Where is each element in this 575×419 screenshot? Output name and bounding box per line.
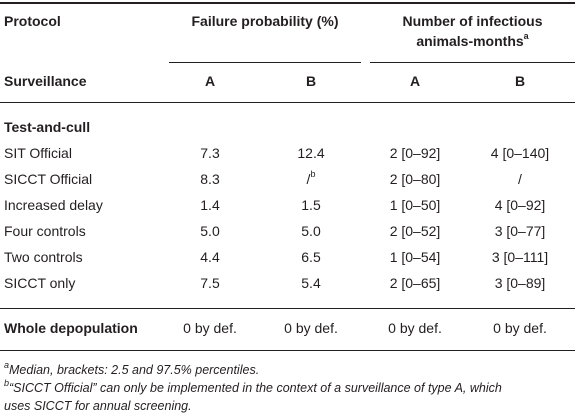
cell-inf-b: 4 [0–140]: [490, 145, 550, 161]
row-label: Increased delay: [4, 197, 103, 213]
top-rule: [0, 2, 575, 4]
cell-fp-b: 5.0: [301, 223, 321, 239]
cell-inf-b: /: [518, 171, 522, 187]
cell-inf-a: 2 [0–52]: [389, 223, 441, 239]
row-label: Whole depopulation: [4, 320, 138, 336]
failure-probability-underline: [169, 62, 361, 63]
section-title: Test-and-cull: [4, 119, 91, 135]
infectious-underline: [370, 62, 575, 63]
footnote-a-mark: a: [4, 359, 10, 370]
footnote-b-mark: b: [4, 377, 10, 388]
header-infectious-line1: Number of infectious: [402, 13, 543, 29]
cell-fp-a: 5.0: [200, 223, 220, 239]
cell-fp-a: 0 by def.: [183, 320, 237, 336]
footnote-b: b“SICCT Official” can only be implemente…: [4, 377, 502, 397]
header-col-b1: B: [305, 73, 317, 89]
cell-inf-a: 1 [0–54]: [389, 249, 441, 265]
cell-fp-b: 1.5: [301, 197, 321, 213]
footnote-b-line1: “SICCT Official” can only be implemented…: [9, 381, 502, 395]
cell-fp-b: 0 by def.: [284, 320, 338, 336]
cell-fp-a: 8.3: [200, 171, 220, 187]
row-label: SICCT only: [4, 275, 76, 291]
header-infectious-text: animals-months: [416, 33, 524, 49]
cell-fp-a: 4.4: [200, 249, 220, 265]
cell-inf-a: 2 [0–65]: [389, 275, 441, 291]
row-label: SIT Official: [4, 145, 72, 161]
row-label: SICCT Official: [4, 171, 93, 187]
footnote-a: aMedian, brackets: 2.5 and 97.5% percent…: [4, 359, 260, 379]
cell-inf-b: 3 [0–77]: [494, 223, 546, 239]
cell-fp-b: 6.5: [301, 249, 321, 265]
header-infectious-line2: animals-monthsa: [370, 31, 575, 50]
cell-fp-b: 12.4: [297, 145, 325, 161]
row-label: Two controls: [4, 249, 83, 265]
cell-inf-b: 3 [0–89]: [494, 275, 546, 291]
cell-fp-b: /b: [270, 169, 352, 188]
cell-inf-b: 3 [0–111]: [491, 249, 549, 265]
cell-fp-a: 7.5: [200, 275, 220, 291]
cell-inf-a: 1 [0–50]: [389, 197, 441, 213]
header-failure-probability: Failure probability (%): [191, 13, 339, 29]
row-label: Four controls: [4, 223, 86, 239]
whole-bottom-rule: [0, 350, 575, 351]
footnote-b-marker: b: [310, 169, 316, 180]
header-col-a2: A: [409, 73, 421, 89]
header-bottom-rule: [0, 102, 575, 103]
cell-inf-b: 0 by def.: [493, 320, 547, 336]
cell-fp-a: 1.4: [200, 197, 220, 213]
cell-fp-b: 5.4: [301, 275, 321, 291]
header-protocol: Protocol: [4, 13, 61, 29]
cell-inf-b: 4 [0–92]: [494, 197, 546, 213]
cell-inf-a: 2 [0–80]: [389, 171, 441, 187]
cell-fp-a: 7.3: [200, 145, 220, 161]
whole-top-rule: [0, 308, 575, 309]
header-col-a1: A: [204, 73, 216, 89]
cell-inf-a: 0 by def.: [388, 320, 442, 336]
header-col-b2: B: [514, 73, 526, 89]
footnote-b-continued: uses SICCT for annual screening.: [4, 399, 192, 413]
header-surveillance: Surveillance: [4, 73, 87, 89]
footnote-a-marker: a: [523, 31, 529, 42]
cell-inf-a: 2 [0–92]: [389, 145, 441, 161]
footnote-a-text: Median, brackets: 2.5 and 97.5% percenti…: [9, 363, 260, 377]
cell-fp-b-text: /: [306, 171, 311, 187]
